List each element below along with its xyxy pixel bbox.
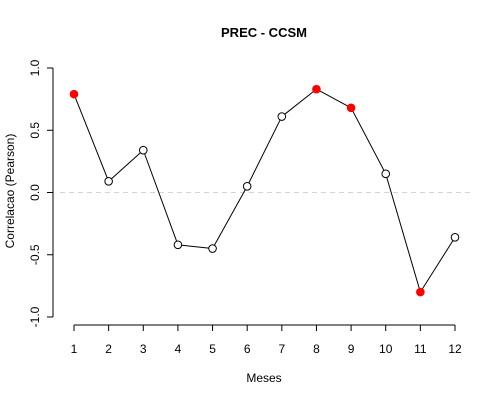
y-axis-label: Correlacao (Pearson) <box>3 134 17 249</box>
x-tick-label: 12 <box>448 342 462 356</box>
x-tick-label: 5 <box>209 342 216 356</box>
series-line-segment <box>181 244 209 249</box>
data-point-highlighted <box>69 89 79 99</box>
x-tick-label: 6 <box>244 342 251 356</box>
data-point <box>381 169 391 179</box>
chart-title: PREC - CCSM <box>221 25 307 40</box>
data-point-highlighted <box>346 103 356 113</box>
x-tick-label: 4 <box>175 342 182 356</box>
x-tick-label: 10 <box>379 342 393 356</box>
y-tick-label: 1.0 <box>28 59 42 76</box>
x-tick-label: 3 <box>140 342 147 356</box>
series-line-segment <box>111 152 141 180</box>
data-point <box>450 233 460 242</box>
data-point <box>173 240 183 250</box>
data-point <box>242 181 252 191</box>
y-tick-label: -0.5 <box>28 244 42 265</box>
y-tick-label: 0.0 <box>28 184 42 201</box>
data-point <box>104 176 113 186</box>
series-line-segment <box>284 91 314 115</box>
x-tick-label: 11 <box>414 342 427 356</box>
x-tick-label: 1 <box>71 342 78 356</box>
series-line-segment <box>386 177 420 289</box>
x-axis: 1 2 3 4 5 6 7 8 9 10 11 12 <box>71 324 462 356</box>
series-line-segment <box>352 110 385 171</box>
series-line-segment <box>74 97 108 178</box>
x-tick-label: 9 <box>348 342 355 356</box>
x-tick-label: 8 <box>313 342 320 356</box>
series-line-segment <box>319 90 348 107</box>
series-line-segment <box>421 240 454 290</box>
data-point <box>138 145 148 155</box>
x-tick-label: 2 <box>105 342 112 356</box>
series-line-segment <box>248 119 281 184</box>
y-tick-label: 0.5 <box>28 122 42 139</box>
y-axis: -1.0 -0.5 0.0 0.5 1.0 <box>28 59 54 327</box>
data-point <box>208 244 217 253</box>
series-line-segment <box>213 189 246 246</box>
series-line-segment <box>144 153 178 242</box>
x-tick-label: 7 <box>278 342 285 356</box>
series-group <box>69 84 460 297</box>
data-point-highlighted <box>312 84 321 94</box>
y-tick-label: -1.0 <box>28 306 42 327</box>
data-point <box>277 112 287 121</box>
x-axis-label: Meses <box>246 371 281 385</box>
data-point-highlighted <box>416 287 425 297</box>
